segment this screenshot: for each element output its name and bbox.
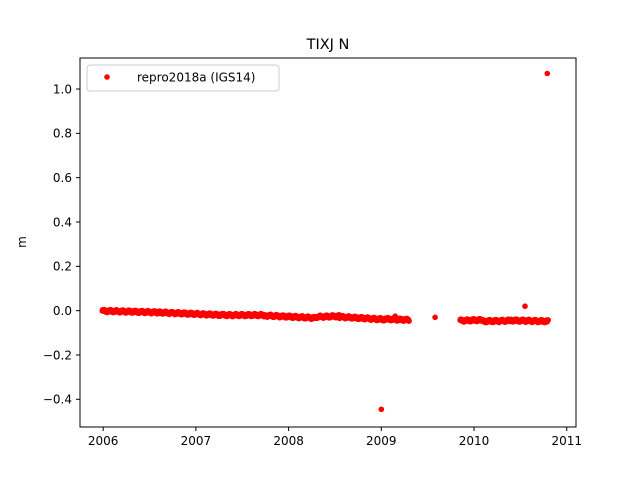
data-point [432, 314, 438, 321]
y-axis: −0.4 −0.2 0.0 0.2 0.4 0.6 0.8 1.0 [43, 82, 80, 407]
data-point [522, 303, 528, 310]
x-tick-label: 2011 [551, 434, 582, 448]
x-tick-label: 2007 [181, 434, 212, 448]
plot-background [80, 58, 576, 427]
plot-frame [79, 57, 577, 428]
chart-title: TIXJ N [306, 37, 350, 53]
x-tick-label: 2008 [273, 434, 304, 448]
legend-box [86, 64, 280, 92]
plot-area [79, 57, 577, 428]
legend: repro2018a (IGS14) [86, 64, 280, 92]
data-points-layer [99, 70, 551, 413]
x-tick-label: 2006 [88, 434, 119, 448]
data-point [545, 317, 551, 323]
y-tick-label: −0.2 [43, 348, 72, 362]
x-tick-label: 2009 [366, 434, 397, 448]
data-point [392, 313, 399, 319]
legend-label: repro2018a (IGS14) [137, 71, 255, 85]
y-tick-label: 1.0 [53, 82, 72, 96]
y-axis-label: m [15, 236, 29, 248]
y-tick-label: −0.4 [43, 393, 72, 407]
y-tick-label: 0.2 [53, 260, 72, 274]
data-point [544, 70, 551, 77]
y-tick-label: 0.6 [53, 171, 72, 185]
y-tick-label: 0.4 [53, 215, 72, 229]
legend-marker [104, 74, 110, 80]
y-tick-label: 0.8 [53, 127, 72, 141]
y-tick-label: 0.0 [53, 304, 72, 318]
x-tick-label: 2010 [459, 434, 490, 448]
x-axis: 2006 2007 2008 2009 2010 2011 [88, 427, 582, 448]
data-point [406, 318, 412, 324]
data-point [378, 406, 385, 413]
